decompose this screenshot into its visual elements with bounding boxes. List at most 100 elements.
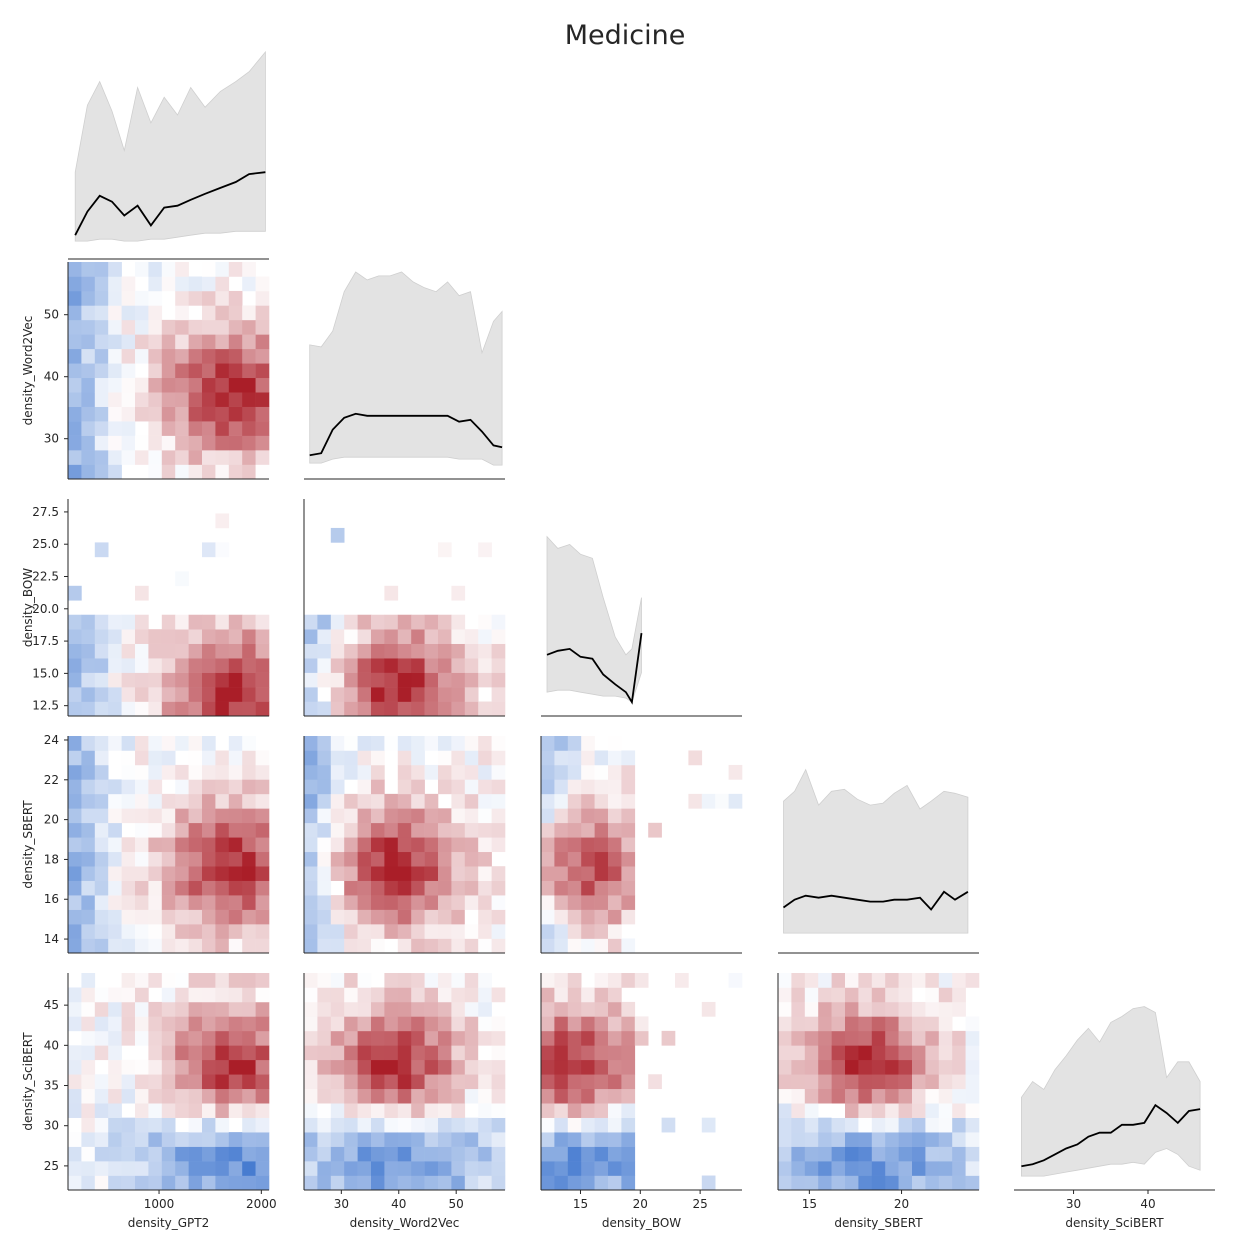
heatmap-cell xyxy=(912,1088,926,1104)
heatmap-cell xyxy=(357,1175,372,1191)
heatmap-cell xyxy=(202,1132,216,1147)
range-band xyxy=(74,50,266,242)
heatmap-density_GPT2-vs-density_Word2Vec xyxy=(68,262,270,480)
heatmap-cell xyxy=(411,643,425,659)
heatmap-cell xyxy=(330,1001,345,1017)
heatmap-cell xyxy=(202,406,216,422)
heatmap-cell xyxy=(885,1103,899,1118)
heatmap-cell xyxy=(175,1059,189,1075)
heatmap-cell xyxy=(161,909,176,925)
heatmap-density_Word2Vec-vs-density_SciBERT xyxy=(304,973,506,1191)
heatmap-cell xyxy=(581,1001,595,1017)
heatmap-cell xyxy=(567,779,582,795)
heatmap-cell xyxy=(397,973,412,988)
heatmap-cell xyxy=(451,614,466,630)
heatmap-cell xyxy=(478,822,492,838)
heatmap-cell xyxy=(491,750,506,766)
heatmap-cell xyxy=(175,406,189,422)
heatmap-cell xyxy=(397,687,412,702)
heatmap-cell xyxy=(818,973,832,988)
heatmap-cell xyxy=(424,1132,439,1147)
heatmap-cell xyxy=(188,614,203,630)
heatmap-cell xyxy=(701,1117,716,1133)
heatmap-cell xyxy=(175,1146,189,1162)
heatmap-cell xyxy=(397,1117,412,1133)
heatmap-cell xyxy=(68,450,82,465)
heatmap-cell xyxy=(161,895,176,910)
heatmap-cell xyxy=(371,1161,385,1176)
heatmap-cell xyxy=(108,1088,122,1104)
heatmap-cell xyxy=(424,1103,439,1118)
heatmap-cell xyxy=(304,614,318,630)
heatmap-cell xyxy=(215,334,230,350)
heatmap-cell xyxy=(161,973,176,988)
heatmap-cell xyxy=(491,614,506,630)
heatmap-cell xyxy=(791,1117,806,1133)
heatmap-cell xyxy=(898,1001,913,1017)
heatmap-cell xyxy=(81,464,96,480)
heatmap-cell xyxy=(541,1016,555,1032)
heatmap-cell xyxy=(188,1161,203,1176)
heatmap-cell xyxy=(397,1016,412,1032)
heatmap-cell xyxy=(215,851,230,867)
heatmap-cell xyxy=(912,1175,926,1191)
heatmap-cell xyxy=(330,1103,345,1118)
heatmap-cell xyxy=(108,363,122,379)
heatmap-cell xyxy=(411,1059,425,1075)
heatmap-cell xyxy=(317,1074,332,1090)
heatmap-cell xyxy=(661,1030,676,1046)
heatmap-cell xyxy=(255,793,270,809)
heatmap-cell xyxy=(330,793,345,809)
heatmap-cell xyxy=(175,348,189,364)
heatmap-cell xyxy=(188,808,203,824)
heatmap-cell xyxy=(317,1001,332,1017)
heatmap-cell xyxy=(451,909,466,925)
heatmap-cell xyxy=(81,701,96,717)
heatmap-cell xyxy=(202,779,216,795)
heatmap-cell xyxy=(94,750,109,766)
heatmap-cell xyxy=(108,779,122,795)
heatmap-cell xyxy=(94,851,109,867)
y-tick-label: 30 xyxy=(44,432,59,446)
heatmap-cell xyxy=(121,1074,136,1090)
heatmap-cell xyxy=(384,736,399,751)
heatmap-cell xyxy=(491,880,506,896)
heatmap-cell xyxy=(397,736,412,751)
heatmap-cell xyxy=(68,851,82,867)
heatmap-cell xyxy=(925,1045,940,1061)
heatmap-cell xyxy=(330,808,345,824)
heatmap-cell xyxy=(608,866,622,881)
heatmap-cell xyxy=(188,987,203,1003)
heatmap-cell xyxy=(135,779,149,795)
figure-title: Medicine xyxy=(565,20,686,51)
heatmap-cell xyxy=(567,1175,582,1191)
heatmap-cell xyxy=(202,1117,216,1133)
heatmap-cell xyxy=(304,750,318,766)
heatmap-cell xyxy=(148,334,163,350)
heatmap-cell xyxy=(464,837,479,853)
heatmap-cell xyxy=(424,1175,439,1191)
heatmap-cell xyxy=(148,290,163,306)
heatmap-cell xyxy=(621,909,636,925)
heatmap-cell xyxy=(608,1117,622,1133)
heatmap-cell xyxy=(438,658,452,673)
heatmap-cell xyxy=(554,1030,569,1046)
heatmap-cell xyxy=(478,1103,492,1118)
heatmap-cell xyxy=(175,851,189,867)
heatmap-cell xyxy=(175,822,189,838)
heatmap-cell xyxy=(94,464,109,480)
heatmap-cell xyxy=(215,973,230,988)
heatmap-cell xyxy=(242,377,256,393)
heatmap-cell xyxy=(81,672,96,688)
heatmap-cell xyxy=(925,1059,940,1075)
heatmap-cell xyxy=(215,987,230,1003)
heatmap-cell xyxy=(108,305,122,321)
heatmap-cell xyxy=(304,1045,318,1061)
heatmap-cell xyxy=(121,658,136,673)
heatmap-cell xyxy=(885,1175,899,1191)
heatmap-cell xyxy=(330,687,345,702)
heatmap-cell xyxy=(567,938,582,954)
heatmap-cell xyxy=(121,450,136,465)
heatmap-cell xyxy=(371,808,385,824)
